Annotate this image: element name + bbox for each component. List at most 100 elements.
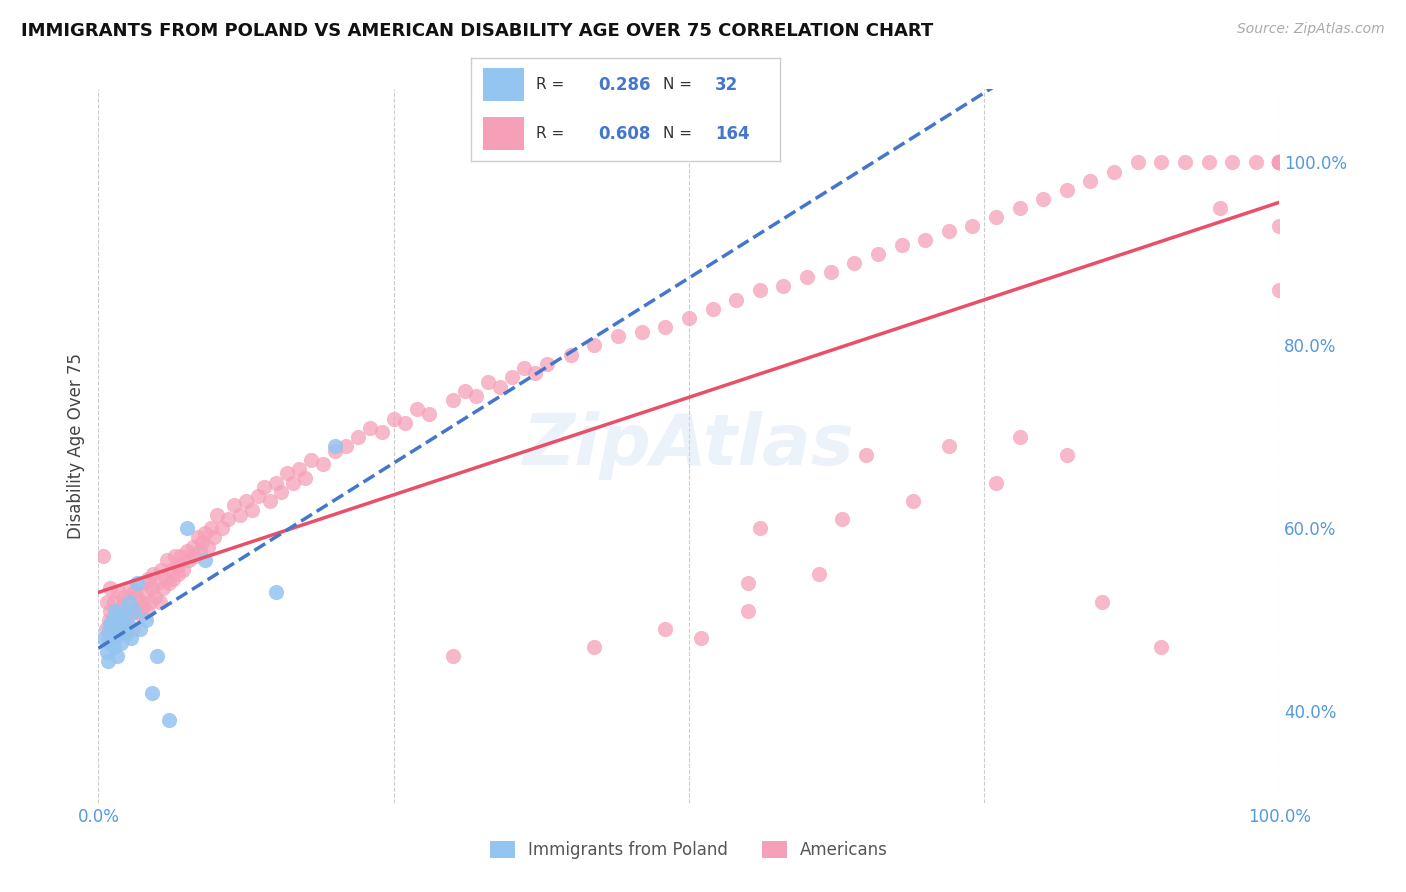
Point xyxy=(172,562,194,576)
Point xyxy=(1268,155,1291,169)
Point xyxy=(477,375,499,389)
Point xyxy=(131,576,153,591)
Point xyxy=(1102,164,1125,178)
Point xyxy=(127,576,149,591)
Legend: Immigrants from Poland, Americans: Immigrants from Poland, Americans xyxy=(484,834,894,866)
Point xyxy=(188,544,211,558)
Point xyxy=(1268,155,1291,169)
Point xyxy=(1268,155,1291,169)
Point xyxy=(162,572,184,586)
Point xyxy=(107,608,129,623)
Point xyxy=(166,567,188,582)
Point xyxy=(167,558,190,572)
Point xyxy=(1268,155,1291,169)
Point xyxy=(156,553,179,567)
Point xyxy=(187,531,209,545)
Point xyxy=(98,604,121,618)
Point xyxy=(678,310,700,325)
Point xyxy=(406,402,429,417)
Point xyxy=(122,585,145,599)
Point xyxy=(176,544,198,558)
Point xyxy=(129,608,152,623)
Point xyxy=(105,617,128,632)
Point xyxy=(890,237,912,252)
Point xyxy=(312,458,335,472)
Point xyxy=(855,448,877,462)
Point xyxy=(938,224,960,238)
Point xyxy=(689,631,711,645)
Point xyxy=(101,613,124,627)
Point xyxy=(98,636,121,650)
Point xyxy=(1268,284,1291,298)
Point xyxy=(108,617,131,632)
Point xyxy=(796,269,818,284)
Point xyxy=(299,452,322,467)
Bar xyxy=(484,69,523,101)
Point xyxy=(202,531,225,545)
Point xyxy=(1268,155,1291,169)
Point xyxy=(93,631,115,645)
Point xyxy=(702,301,724,316)
Point xyxy=(725,293,748,307)
Point xyxy=(98,617,121,632)
Point xyxy=(103,594,125,608)
Point xyxy=(1268,155,1291,169)
Point xyxy=(103,640,125,655)
Point xyxy=(128,622,150,636)
Point xyxy=(359,420,381,434)
Point xyxy=(108,608,131,623)
Point xyxy=(120,581,142,595)
Point xyxy=(607,329,630,343)
Point xyxy=(1091,594,1114,608)
Point xyxy=(155,572,177,586)
Text: N =: N = xyxy=(662,77,696,92)
Point xyxy=(98,581,121,595)
Point xyxy=(104,631,127,645)
Point xyxy=(1209,201,1232,215)
Point xyxy=(1268,155,1291,169)
Point xyxy=(371,425,394,440)
Point xyxy=(141,581,163,595)
Point xyxy=(205,508,228,522)
Point xyxy=(112,590,135,604)
Point xyxy=(97,631,120,645)
Point xyxy=(91,549,114,563)
Point xyxy=(150,562,173,576)
Point xyxy=(122,604,145,618)
Point xyxy=(136,572,159,586)
Point xyxy=(654,622,676,636)
Point xyxy=(748,284,770,298)
Point xyxy=(200,521,222,535)
Point xyxy=(115,622,138,636)
Point xyxy=(654,320,676,334)
Point xyxy=(630,325,652,339)
Point xyxy=(394,416,416,430)
Point xyxy=(264,585,287,599)
Point xyxy=(1268,155,1291,169)
Point xyxy=(229,508,252,522)
Point xyxy=(112,604,135,618)
Point xyxy=(831,512,853,526)
Point xyxy=(347,430,370,444)
Point xyxy=(583,640,606,655)
Point xyxy=(112,613,135,627)
Point xyxy=(105,626,128,640)
Point xyxy=(1220,155,1243,169)
Point xyxy=(235,494,257,508)
Text: R =: R = xyxy=(536,77,569,92)
Point xyxy=(142,567,165,582)
Point xyxy=(501,370,523,384)
Point xyxy=(96,645,118,659)
Point xyxy=(524,366,547,380)
Point xyxy=(141,686,163,700)
Point xyxy=(105,604,128,618)
Point xyxy=(1080,174,1102,188)
Text: ZipAtlas: ZipAtlas xyxy=(523,411,855,481)
Point xyxy=(737,604,759,618)
Text: N =: N = xyxy=(662,127,696,142)
Text: R =: R = xyxy=(536,127,569,142)
Point xyxy=(441,649,464,664)
Point xyxy=(807,567,830,582)
Point xyxy=(181,540,204,554)
Point xyxy=(1150,640,1173,655)
